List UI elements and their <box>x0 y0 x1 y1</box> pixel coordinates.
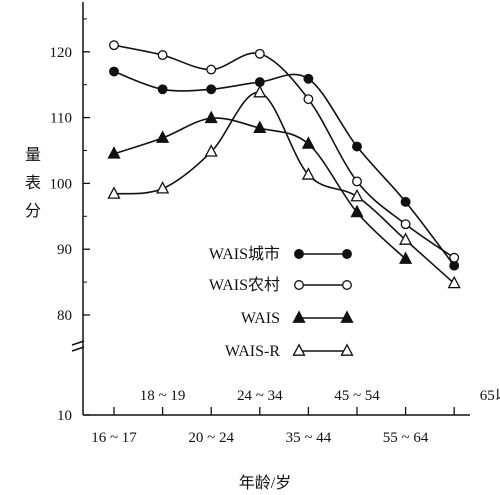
data-point <box>447 275 461 289</box>
axis-break-mark <box>71 340 85 352</box>
data-point <box>303 94 314 105</box>
data-point <box>109 40 119 51</box>
legend-item: WAIS城市 <box>209 245 352 263</box>
legend-marker <box>292 310 306 323</box>
y-tick-label: 90 <box>57 242 72 258</box>
y-tick-label: 10 <box>57 408 72 424</box>
legend-marker <box>294 249 304 259</box>
x-tick-label: 65以上 <box>480 387 500 404</box>
legend-label: WAIS农村 <box>209 276 280 294</box>
data-point <box>400 219 411 230</box>
data-point <box>107 186 121 199</box>
series-1 <box>109 66 460 271</box>
x-tick-label: 24 ~ 34 <box>237 388 283 404</box>
y-tick-label: 120 <box>50 45 73 61</box>
x-tick-label: 20 ~ 24 <box>188 430 234 446</box>
legend-marker <box>294 280 304 290</box>
data-point <box>303 73 314 84</box>
y-axis-label: 量表分 <box>25 147 41 220</box>
data-point <box>253 85 267 98</box>
legend-marker <box>340 343 354 356</box>
data-point <box>350 188 364 202</box>
legend-marker <box>292 343 306 356</box>
legend-label: WAIS-R <box>225 343 280 360</box>
data-point <box>352 176 362 187</box>
data-point <box>156 181 170 194</box>
x-tick-label: 18 ~ 19 <box>140 388 186 404</box>
data-point <box>107 146 121 159</box>
series-line <box>113 91 455 285</box>
data-point <box>109 66 119 77</box>
legend-item: WAIS-R <box>225 343 354 360</box>
series-2 <box>109 40 460 263</box>
data-point <box>206 84 217 95</box>
legend-marker <box>342 280 352 290</box>
data-point <box>156 130 170 143</box>
series-layer <box>107 40 461 289</box>
x-tick-label: 16 ~ 17 <box>91 430 137 446</box>
data-point <box>301 136 315 149</box>
legend-marker <box>340 310 354 323</box>
series-line <box>113 70 455 267</box>
legend-item: WAIS <box>241 310 354 327</box>
data-point <box>206 64 217 75</box>
series-line <box>113 44 455 259</box>
data-point <box>157 50 168 61</box>
y-tick-label: 110 <box>50 111 72 127</box>
series-3 <box>107 110 413 264</box>
data-point <box>253 120 267 133</box>
data-point <box>352 141 362 152</box>
y-ticks: 120 110 100 90 80 10 <box>50 18 90 424</box>
data-point <box>204 110 218 124</box>
y-tick-label: 80 <box>57 308 72 324</box>
data-point <box>157 84 168 95</box>
x-tick-label: 45 ~ 54 <box>334 388 380 404</box>
data-point <box>399 232 413 245</box>
x-tick-label: 35 ~ 44 <box>286 430 332 446</box>
data-point <box>301 167 315 180</box>
legend-label: WAIS <box>241 310 280 327</box>
data-point <box>449 252 460 263</box>
data-point <box>400 196 411 207</box>
x-axis-label: 年龄/岁 <box>239 474 291 492</box>
series-4 <box>107 85 461 289</box>
data-point <box>350 204 364 218</box>
legend-label: WAIS城市 <box>209 245 280 263</box>
data-point <box>399 251 413 264</box>
data-point <box>254 48 265 59</box>
legend-marker <box>342 249 352 259</box>
legend-item: WAIS农村 <box>209 276 352 294</box>
x-tick-label: 55 ~ 64 <box>383 430 429 446</box>
legend: WAIS城市 WAIS农村 WAIS WAIS-R <box>209 245 354 360</box>
data-point <box>204 144 218 157</box>
x-ticks: 16 ~ 17 18 ~ 19 20 ~ 24 24 ~ 34 35 ~ 44 45 ~ … <box>91 387 500 446</box>
y-tick-label: 100 <box>50 176 73 192</box>
